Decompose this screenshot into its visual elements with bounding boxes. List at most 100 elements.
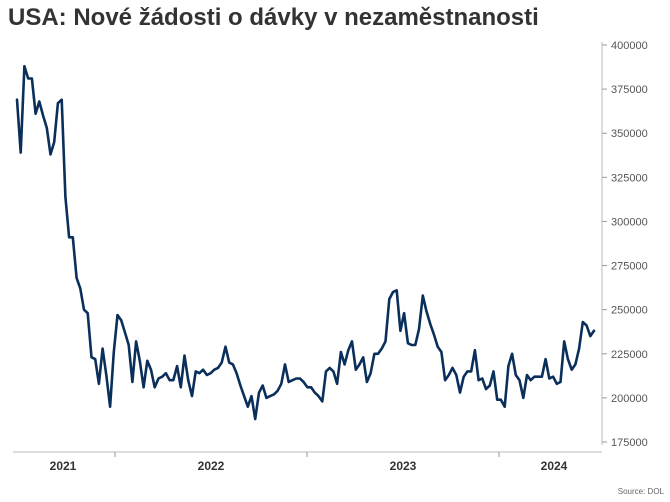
data-point (328, 367, 331, 369)
data-point (64, 195, 67, 198)
series-line (15, 64, 596, 421)
data-point (507, 365, 510, 367)
data-point (503, 405, 506, 408)
chart-title: USA: Nové žádosti o dávky v nezaměstnano… (8, 4, 539, 31)
data-point (444, 379, 446, 382)
data-point (366, 381, 368, 383)
data-point (138, 359, 141, 362)
data-point (86, 312, 89, 315)
data-point (224, 345, 227, 348)
data-point (105, 374, 108, 376)
data-point (232, 363, 234, 366)
data-point (291, 379, 294, 382)
data-point (552, 375, 554, 378)
data-point (541, 375, 543, 378)
data-point (407, 342, 409, 345)
data-point (112, 351, 115, 353)
data-point (425, 310, 428, 313)
data-point (146, 359, 149, 362)
data-point (373, 352, 376, 355)
data-point (313, 391, 316, 394)
data-point (27, 77, 30, 80)
data-point (570, 368, 573, 371)
data-point (481, 377, 484, 380)
data-point (79, 287, 82, 290)
data-point (447, 374, 450, 376)
data-point (94, 358, 97, 360)
data-point (16, 98, 18, 101)
data-point (83, 308, 85, 311)
data-point (75, 277, 78, 279)
data-point (585, 324, 588, 327)
data-point (228, 361, 231, 364)
data-point (310, 386, 312, 389)
data-point (492, 370, 495, 373)
data-point (235, 372, 238, 375)
data-point (574, 363, 577, 366)
data-point (466, 370, 469, 373)
data-point (488, 384, 491, 387)
y-tick-label: 400000 (611, 40, 648, 52)
data-point (555, 382, 558, 385)
data-point (384, 340, 387, 343)
data-point (19, 151, 22, 154)
data-point (347, 349, 350, 352)
data-point (392, 291, 394, 293)
data-point (273, 393, 275, 396)
data-point (116, 314, 119, 316)
data-point (414, 344, 417, 346)
data-point (284, 363, 286, 366)
data-point (459, 391, 461, 394)
data-point (421, 294, 424, 297)
data-point (410, 344, 413, 346)
data-point (537, 375, 540, 378)
data-point (109, 405, 111, 408)
data-point (142, 386, 145, 389)
x-tick-label: 2022 (198, 459, 225, 473)
data-point (265, 397, 268, 399)
data-point (340, 351, 342, 353)
data-point (474, 349, 476, 352)
data-point (191, 395, 193, 397)
data-point (198, 372, 201, 375)
data-point (250, 395, 253, 397)
data-point (589, 335, 592, 337)
data-point (124, 331, 126, 334)
data-point (526, 374, 528, 376)
data-point (440, 351, 443, 353)
data-point (42, 114, 44, 117)
x-tick-label: 2021 (50, 459, 77, 473)
data-point (261, 384, 264, 387)
data-point (529, 379, 532, 382)
data-point (276, 389, 279, 392)
y-tick-label: 325000 (611, 172, 648, 184)
data-point (183, 354, 186, 357)
x-tick-label: 2024 (541, 459, 568, 473)
data-point (153, 386, 156, 389)
data-point (280, 382, 283, 385)
y-tick-label: 375000 (611, 84, 648, 96)
data-point (165, 372, 167, 375)
data-point (306, 386, 309, 389)
data-point (101, 347, 104, 350)
data-point (377, 352, 379, 355)
data-point (477, 379, 480, 382)
data-point (150, 368, 152, 371)
data-point (209, 372, 212, 375)
data-point (57, 102, 59, 105)
y-tick-label: 175000 (611, 437, 648, 449)
data-point (511, 352, 513, 355)
data-point (485, 388, 487, 390)
data-point (213, 368, 216, 371)
data-point (98, 382, 100, 385)
data-point (157, 377, 160, 380)
data-point (317, 395, 320, 397)
data-point (187, 379, 190, 382)
data-point (220, 361, 223, 364)
data-point (581, 321, 584, 323)
data-point (325, 370, 327, 373)
data-point (522, 397, 525, 399)
data-point (418, 328, 420, 330)
y-tick-label: 225000 (611, 349, 648, 361)
data-point (399, 329, 402, 332)
